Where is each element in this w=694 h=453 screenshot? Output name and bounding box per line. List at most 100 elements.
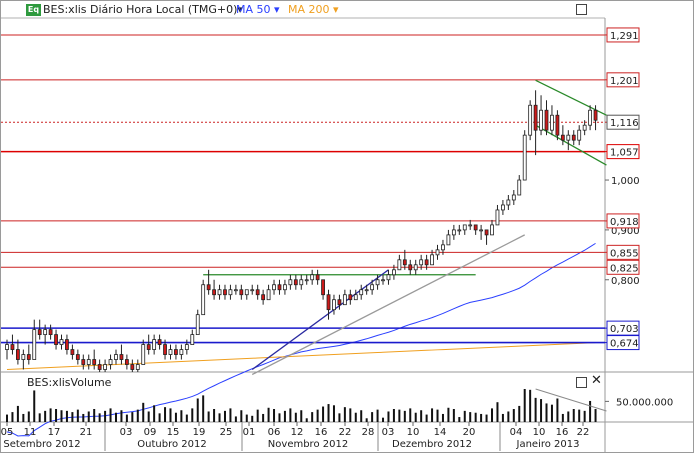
y-tick-label: 0,800 (611, 276, 640, 287)
volume-bar (360, 410, 363, 422)
month-label: Janeiro 2013 (516, 439, 580, 450)
volume-tick-label: 50.000.000 (616, 397, 673, 408)
volume-bar (572, 409, 575, 422)
volume-bar (76, 409, 79, 422)
volume-bar (38, 413, 41, 422)
volume-bar (11, 412, 14, 422)
volume-bar (436, 409, 439, 422)
candle-body (462, 224, 467, 231)
candle-body (43, 329, 48, 336)
candle-body (70, 349, 75, 355)
candle-body (299, 279, 304, 286)
candle-body (332, 299, 336, 311)
volume-bar (82, 413, 85, 422)
candle-body (108, 359, 113, 365)
chevron-down-icon[interactable]: ▾ (333, 3, 339, 16)
x-tick-label: 19 (193, 427, 206, 438)
candle-body (501, 204, 505, 211)
volume-bar (93, 409, 96, 422)
volume-bar (104, 410, 107, 422)
volume-bar (147, 411, 150, 422)
volume-bar (447, 407, 450, 422)
candle-body (277, 284, 282, 291)
candle-body (75, 354, 80, 360)
volume-bar (529, 389, 532, 422)
volume-bar (109, 408, 112, 422)
level-label: 0,825 (610, 263, 639, 274)
x-tick-label: 16 (315, 427, 328, 438)
candle-body (435, 249, 440, 256)
chevron-down-icon[interactable]: ▾ (274, 3, 280, 16)
ma50-line (6, 242, 596, 437)
candle-body (124, 359, 129, 365)
x-tick-label: 28 (362, 427, 375, 438)
candle-body (184, 344, 189, 350)
ma200-legend[interactable]: MA 200 ▾ (288, 3, 339, 17)
candle-body (163, 344, 167, 355)
candle-body (517, 179, 522, 196)
trend-line (535, 124, 607, 166)
volume-bar (273, 409, 276, 422)
volume-trend-line (535, 388, 607, 412)
chevron-down-icon[interactable]: ▾ (237, 3, 243, 16)
candle-body (266, 289, 271, 301)
volume-bar (332, 405, 335, 422)
candle-body (206, 284, 211, 291)
volume-bar (425, 414, 428, 422)
candle-body (233, 289, 238, 292)
close-icon[interactable]: ✕ (591, 373, 602, 388)
candle-body (544, 109, 549, 131)
candle-body (250, 289, 255, 292)
volume-bar (153, 405, 156, 422)
volume-bar (452, 409, 455, 422)
volume-bar (44, 410, 47, 422)
volume-bar (365, 418, 368, 422)
candle-body (10, 344, 15, 350)
x-tick-label: 03 (120, 427, 133, 438)
volume-bar (240, 410, 243, 422)
x-tick-label: 22 (577, 427, 590, 438)
candle-body (522, 134, 527, 181)
level-label: 1,201 (610, 76, 639, 87)
level-label-box (606, 259, 640, 275)
candle-body (288, 279, 293, 286)
volume-bar (256, 409, 259, 422)
level-label-box (606, 144, 640, 160)
volume-bar (22, 413, 25, 422)
candle-body (261, 294, 266, 301)
candle-body (441, 244, 445, 251)
volume-bar (414, 412, 417, 422)
volume-bar (33, 390, 36, 422)
candle-body (228, 289, 233, 296)
candle-body (168, 349, 173, 355)
instrument-title[interactable]: BES:xlis Diário Hora Local (TMG+0)▾ (43, 3, 243, 17)
candle-body (446, 234, 451, 246)
candle-body (539, 109, 543, 131)
volume-maximize-button[interactable] (576, 377, 587, 388)
level-label: 1,116 (610, 118, 639, 129)
candle-body (97, 364, 102, 370)
volume-bar (507, 411, 510, 422)
ma50-legend[interactable]: MA 50 ▾ (236, 3, 280, 17)
volume-bar (60, 410, 63, 422)
volume-bar (262, 413, 265, 422)
candle-body (550, 114, 554, 131)
candle-body (359, 289, 364, 296)
level-label-box (606, 72, 640, 88)
maximize-button[interactable] (576, 4, 587, 15)
candle-body (560, 134, 565, 141)
candle-body (32, 329, 37, 360)
volume-bar (98, 413, 101, 422)
candle-body (304, 279, 309, 282)
candle-body (571, 134, 576, 141)
volume-bar (71, 412, 74, 422)
candle-body (381, 279, 385, 282)
volume-bar (501, 413, 504, 422)
volume-bar (567, 411, 570, 422)
candle-body (54, 334, 58, 345)
equity-icon[interactable]: Eq (26, 4, 41, 16)
candle-body (392, 269, 396, 276)
candle-body (484, 229, 489, 236)
x-tick-label: 01 (243, 427, 256, 438)
